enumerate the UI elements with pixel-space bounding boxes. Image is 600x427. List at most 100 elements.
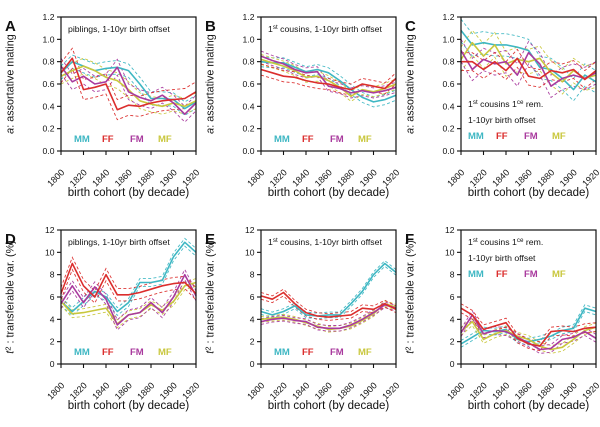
x-tick-label: 1800	[245, 380, 266, 401]
legend-MF: MF	[158, 347, 172, 358]
panel-A-title-line1: piblings, 1-10yr birth offset	[68, 24, 170, 34]
series-MF-ci-band	[60, 57, 197, 99]
x-axis-label: birth cohort (by decade)	[268, 400, 390, 412]
x-tick-label: 1840	[490, 167, 511, 188]
x-tick-label: 1880	[335, 167, 356, 188]
series-FM-ci-band	[60, 73, 197, 123]
series-FM-ci-band	[60, 58, 197, 107]
x-tick-label: 1860	[113, 380, 134, 401]
x-tick-label: 1920	[380, 380, 400, 401]
series-FM-line	[60, 273, 197, 326]
series-FF-ci-band	[461, 66, 597, 90]
y-tick-label: 0.2	[443, 124, 455, 134]
series-FM-ci-band	[460, 39, 597, 76]
x-tick-label: 1920	[580, 167, 600, 188]
y-axis-label: a: assortative mating	[205, 34, 217, 134]
series-FF-ci-band	[461, 48, 597, 72]
panel-F-label: F	[405, 231, 414, 248]
x-tick-label: 1920	[380, 167, 400, 188]
y-tick-label: 0.0	[43, 146, 55, 156]
legend-FF: FF	[496, 269, 508, 280]
x-tick-label: 1820	[68, 380, 89, 401]
panel-D-label: D	[5, 231, 16, 248]
legend-MM: MM	[74, 134, 90, 145]
plot-frame	[460, 229, 597, 365]
legend-MM: MM	[274, 134, 290, 145]
series-MM-ci-band	[60, 67, 197, 116]
panel-E-chart: E 0 2 4 6 8 10 12 1800 1820 1840 1860 1880 1900 1920bi…	[204, 225, 402, 412]
series-MM-line	[260, 60, 397, 103]
x-tick-label: 1820	[468, 167, 489, 188]
panel-F-title-line2: 1-10yr birth offset	[468, 253, 536, 263]
y-tick-label: 2	[50, 337, 55, 347]
y-tick-label: 0.6	[43, 79, 55, 89]
series-FF-ci-band	[60, 67, 197, 121]
y-tick-label: 0.4	[43, 101, 55, 111]
y-tick-label: 0.2	[43, 124, 55, 134]
panel-F: F 0 2 4 6 8 10 12 1800 1820 1840 1860 1880 1900 1920 bi…	[400, 213, 600, 427]
x-tick-label: 1840	[490, 380, 511, 401]
series-MM-ci-band	[60, 54, 197, 103]
x-tick-label: 1800	[445, 380, 466, 401]
x-tick-label: 1800	[45, 380, 66, 401]
x-tick-label: 1880	[335, 380, 356, 401]
series-MM-ci-band	[460, 18, 597, 80]
panel-C: C 0.0 0.2 0.4 0.6 0.8 1.0 1.2 1800 1820 1840 1860 18…	[400, 0, 600, 213]
x-tick-label: 1860	[313, 167, 334, 188]
series-FM-ci-band	[260, 307, 397, 332]
x-tick-label: 1880	[135, 380, 156, 401]
y-tick-label: 12	[245, 225, 255, 235]
plot-frame	[60, 16, 197, 152]
series-MF-ci-band	[60, 73, 197, 115]
x-tick-label: 1920	[180, 380, 200, 401]
panel-B-chart: B 0.0 0.2 0.4 0.6 0.8 1.0 1.2 1800 1820 1840 1860 18…	[205, 12, 402, 199]
legend-FM: FM	[330, 134, 344, 145]
x-tick-label: 1920	[180, 167, 200, 188]
series-MM-line	[260, 262, 397, 317]
x-tick-label: 1860	[513, 167, 534, 188]
legend-MF: MF	[358, 134, 372, 145]
panel-A: A 0.0 0.2 0.4 0.6 0.8 1.0 1.2 1800 1820 1840 1860 18…	[0, 0, 202, 213]
y-tick-label: 4	[250, 314, 255, 324]
legend-FM: FM	[130, 347, 144, 358]
plot-frame	[60, 229, 197, 365]
x-axis-label: birth cohort (by decade)	[68, 400, 190, 412]
y-tick-label: 0	[50, 359, 55, 369]
series-MM-line	[460, 307, 597, 345]
legend-MM: MM	[274, 347, 290, 358]
series-FM-ci-band	[60, 268, 197, 321]
series-MF-ci-band	[260, 305, 397, 333]
panel-C-title-line2: 1-10yr birth offset	[468, 115, 536, 125]
panel-C-chart: C 0.0 0.2 0.4 0.6 0.8 1.0 1.2 1800 1820 1840 1860 18…	[405, 12, 600, 199]
panel-D-chart: D 0 2 4 6 8 10 12 1800 1820 1840 1860 1880 1900 1920bi…	[4, 225, 202, 412]
series-MM-ci-band	[460, 304, 597, 341]
panel-E-label: E	[205, 231, 215, 248]
y-tick-label: 6	[250, 292, 255, 302]
y-axis-label: t2 : transferable var. (%)	[4, 240, 17, 354]
legend-FF: FF	[102, 347, 114, 358]
series-FF-ci-band	[260, 63, 397, 85]
y-axis-label: t2 : transferable var. (%)	[204, 240, 217, 354]
panel-E-title-line1: 1st cousins, 1-10yr birth offset	[268, 237, 382, 247]
panel-B: B 0.0 0.2 0.4 0.6 0.8 1.0 1.2 1800 1820 1840 1860 18…	[200, 0, 402, 213]
series-FM-line	[260, 55, 397, 94]
y-tick-label: 1.0	[43, 34, 55, 44]
y-tick-label: 10	[45, 247, 55, 257]
x-tick-label: 1920	[580, 380, 600, 401]
series-FF-line	[60, 262, 197, 298]
x-axis-label: birth cohort (by decade)	[68, 187, 190, 199]
y-axis-label: a: assortative mating	[5, 34, 17, 134]
plot-frame	[260, 16, 397, 152]
panel-A-chart: A 0.0 0.2 0.4 0.6 0.8 1.0 1.2 1800 1820 1840 1860 18…	[5, 12, 202, 199]
x-tick-label: 1900	[558, 380, 579, 401]
series-MF-ci-band	[60, 278, 197, 321]
legend-MF: MF	[358, 347, 372, 358]
series-FF-line	[260, 68, 397, 91]
x-tick-label: 1820	[268, 380, 289, 401]
series-FF-line	[461, 57, 597, 81]
y-tick-label: 2	[250, 337, 255, 347]
series-MF-ci-band	[60, 285, 197, 329]
x-tick-label: 1900	[158, 380, 179, 401]
x-axis-label: birth cohort (by decade)	[468, 400, 590, 412]
